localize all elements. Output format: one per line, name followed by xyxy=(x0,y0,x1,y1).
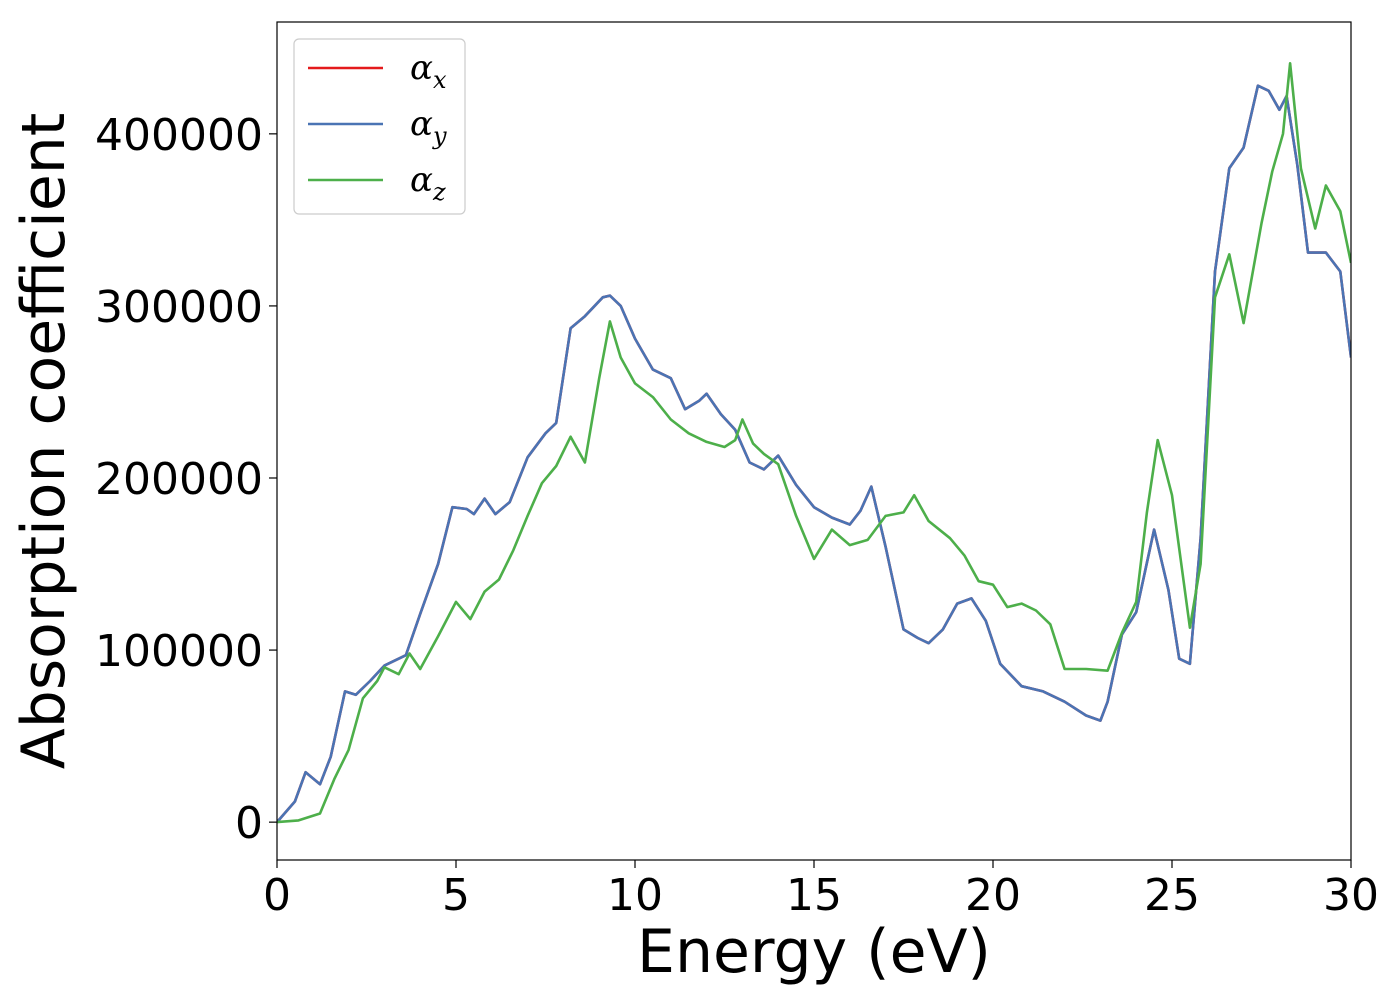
legend-symbol: α xyxy=(410,104,433,144)
x-tick-label: 30 xyxy=(1323,870,1379,921)
legend-symbol: α xyxy=(410,48,433,88)
y-tick-label: 300000 xyxy=(95,282,263,333)
legend-subscript: x xyxy=(433,66,447,94)
x-tick-label: 25 xyxy=(1144,870,1200,921)
x-tick-label: 15 xyxy=(786,870,842,921)
legend-label-x: αx xyxy=(410,48,447,94)
x-tick-label: 20 xyxy=(965,870,1021,921)
y-tick-label: 400000 xyxy=(95,110,263,161)
x-axis: 0 5 10 15 20 25 30 xyxy=(263,860,1379,921)
legend-symbol: α xyxy=(410,160,433,200)
y-axis: 0 100000 200000 300000 400000 xyxy=(95,110,277,849)
legend-subscript: z xyxy=(432,178,446,206)
x-tick-label: 10 xyxy=(607,870,663,921)
y-tick-label: 200000 xyxy=(95,454,263,505)
legend-box xyxy=(293,38,466,215)
y-tick-label: 100000 xyxy=(95,626,263,677)
legend-subscript: y xyxy=(432,122,447,150)
x-tick-label: 0 xyxy=(263,870,291,921)
legend-label-z: αz xyxy=(410,160,446,206)
series-line-y xyxy=(277,84,1351,823)
legend-label-y: αy xyxy=(410,104,447,150)
x-axis-label: Energy (eV) xyxy=(637,917,991,987)
series-line-z xyxy=(277,62,1351,824)
plot-lines xyxy=(277,62,1351,824)
y-axis-label: Absorption coefficient xyxy=(9,113,79,770)
x-tick-label: 5 xyxy=(442,870,470,921)
y-tick-label: 0 xyxy=(235,798,263,849)
